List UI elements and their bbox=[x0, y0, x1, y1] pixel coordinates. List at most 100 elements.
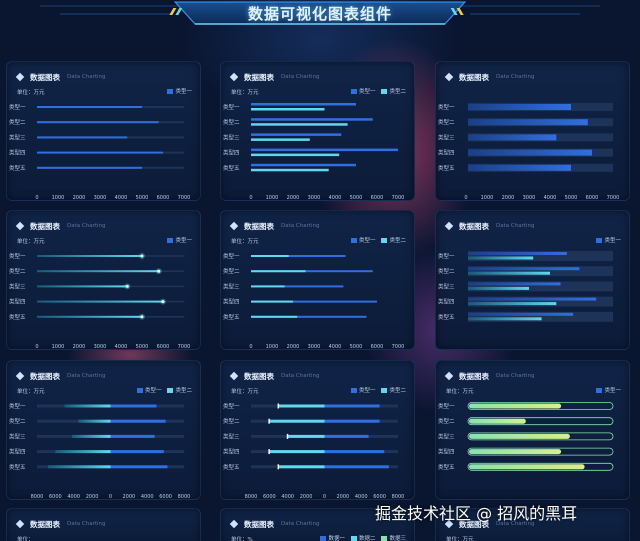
card-title: 数据图表 bbox=[459, 72, 489, 82]
card-subtitle: Data Charting bbox=[496, 74, 535, 80]
x-tick-label: 5000 bbox=[350, 344, 363, 350]
bar-series-2 bbox=[468, 256, 534, 260]
x-tick-label: 4000 bbox=[141, 494, 154, 500]
x-tick-label: 7000 bbox=[178, 344, 191, 350]
category-label: 类型二 bbox=[223, 118, 240, 126]
bar-series-1 bbox=[78, 419, 111, 423]
chart-card: 数据图表 Data Charting 单位：万元 类型一 类型二 类型一 类型二 类型三 类型四… bbox=[220, 360, 415, 500]
bar-series-1 bbox=[278, 465, 325, 469]
bar-series-1 bbox=[269, 450, 325, 454]
unit-label: 单位：万元 bbox=[231, 90, 259, 96]
bar-series-1 bbox=[251, 133, 342, 136]
legend-swatch bbox=[167, 387, 174, 393]
x-tick-label: 0 bbox=[249, 195, 252, 201]
x-tick-label: 6000 bbox=[263, 494, 276, 500]
x-tick-label: 4000 bbox=[115, 195, 128, 201]
unit-label: 单位：万元 bbox=[231, 389, 259, 395]
legend-label: 类型一 bbox=[358, 388, 376, 394]
x-tick-label: 6000 bbox=[371, 195, 384, 201]
bar-series-2 bbox=[110, 465, 168, 469]
card-header: 数据图表 Data Charting bbox=[444, 220, 535, 232]
card-header: 数据图表 Data Charting bbox=[15, 71, 106, 83]
bar-track bbox=[468, 281, 613, 292]
card-title: 数据图表 bbox=[244, 519, 274, 529]
bar-track bbox=[467, 462, 614, 471]
bar-head bbox=[157, 269, 161, 273]
unit-label: 单位：万元 bbox=[446, 537, 474, 541]
bar bbox=[37, 255, 142, 257]
bar-series-2 bbox=[324, 419, 380, 423]
bar-series-2 bbox=[468, 271, 550, 275]
card-title: 数据图表 bbox=[459, 371, 489, 381]
legend-swatch bbox=[381, 237, 388, 243]
card-subtitle: Data Charting bbox=[67, 521, 106, 527]
unit-label: 单位：万元 bbox=[17, 389, 45, 395]
legend-label: 类型一 bbox=[358, 238, 376, 244]
card-title: 数据图表 bbox=[30, 72, 60, 82]
x-tick-label: 6000 bbox=[371, 344, 384, 350]
x-tick-label: 8000 bbox=[31, 494, 44, 500]
bar bbox=[37, 151, 163, 154]
bar-series-1 bbox=[287, 434, 325, 438]
bar-series-1 bbox=[278, 404, 325, 408]
card-title: 数据图表 bbox=[30, 519, 60, 529]
category-label: 类型二 bbox=[438, 417, 455, 425]
card-title: 数据图表 bbox=[30, 371, 60, 381]
bar-series-1 bbox=[468, 267, 580, 271]
bar-series-2 bbox=[110, 450, 164, 454]
x-tick-label: 7000 bbox=[392, 344, 405, 350]
chart-card: 数据图表 Data Charting 类型一 类型二 类型三 类型四 类型五 0 1000 200… bbox=[435, 61, 630, 201]
x-tick-label: 1000 bbox=[266, 344, 279, 350]
category-label: 类型一 bbox=[438, 402, 455, 410]
x-tick-label: 6000 bbox=[159, 494, 172, 500]
chart-legend: 类型一 类型二 bbox=[136, 386, 192, 394]
category-label: 类型一 bbox=[9, 252, 26, 260]
x-tick-label: 4000 bbox=[544, 195, 557, 201]
chart-legend: 类型一 bbox=[167, 87, 192, 95]
category-label: 类型二 bbox=[438, 267, 455, 275]
category-label: 类型二 bbox=[438, 118, 455, 126]
bar-series-2 bbox=[251, 300, 293, 303]
chart-card: 数据图表 Data Charting 类型一 类型一 类型二 类型三 类型四 类型五 bbox=[435, 210, 630, 350]
category-label: 类型二 bbox=[9, 118, 26, 126]
x-tick-label: 8000 bbox=[245, 494, 258, 500]
bar-track bbox=[468, 251, 613, 261]
legend-swatch bbox=[350, 535, 357, 541]
x-tick-label: 8000 bbox=[178, 494, 191, 500]
x-tick-label: 0 bbox=[35, 195, 38, 201]
bar-series-1 bbox=[251, 300, 377, 303]
chart-card: 数据图表 Data Charting 单位：万元 类型一 类型二 类型一 类型二 类型三 类型四… bbox=[220, 210, 415, 350]
category-label: 类型五 bbox=[9, 463, 26, 471]
bar-cap bbox=[268, 449, 270, 455]
bar-series-2 bbox=[110, 434, 155, 438]
bar-series-1 bbox=[269, 419, 325, 423]
card-subtitle: Data Charting bbox=[496, 373, 535, 379]
category-label: 类型一 bbox=[438, 103, 455, 111]
card-subtitle: Data Charting bbox=[496, 521, 535, 527]
card-header: 数据图表 Data Charting bbox=[15, 370, 106, 382]
bar bbox=[37, 270, 159, 273]
bar-series-2 bbox=[110, 419, 166, 423]
bar bbox=[37, 166, 142, 169]
x-tick-label: 5000 bbox=[350, 195, 363, 201]
category-label: 类型一 bbox=[438, 252, 455, 260]
bar-series-1 bbox=[251, 163, 356, 167]
unit-label: 单位：万元 bbox=[17, 90, 45, 96]
x-tick-label: 3000 bbox=[94, 195, 107, 201]
card-subtitle: Data Charting bbox=[67, 373, 106, 379]
chart-card: 数据图表 Data Charting 单位：万元 类型一 类型一 类型二 类型三 类型四 类型五… bbox=[6, 210, 201, 350]
diamond-icon bbox=[229, 371, 239, 381]
category-label: 类型五 bbox=[223, 463, 240, 471]
unit-label: 单位： bbox=[17, 537, 34, 541]
bar bbox=[469, 449, 562, 455]
category-label: 类型五 bbox=[438, 463, 455, 471]
x-tick-label: 2000 bbox=[300, 494, 313, 500]
legend-swatch bbox=[381, 88, 388, 94]
diamond-icon bbox=[229, 221, 239, 231]
bar-head bbox=[125, 284, 129, 288]
legend-label: 类型一 bbox=[175, 238, 192, 244]
bar-cap bbox=[277, 464, 280, 470]
bar-series-1 bbox=[468, 297, 597, 301]
legend-item: 类型一 bbox=[350, 236, 376, 244]
